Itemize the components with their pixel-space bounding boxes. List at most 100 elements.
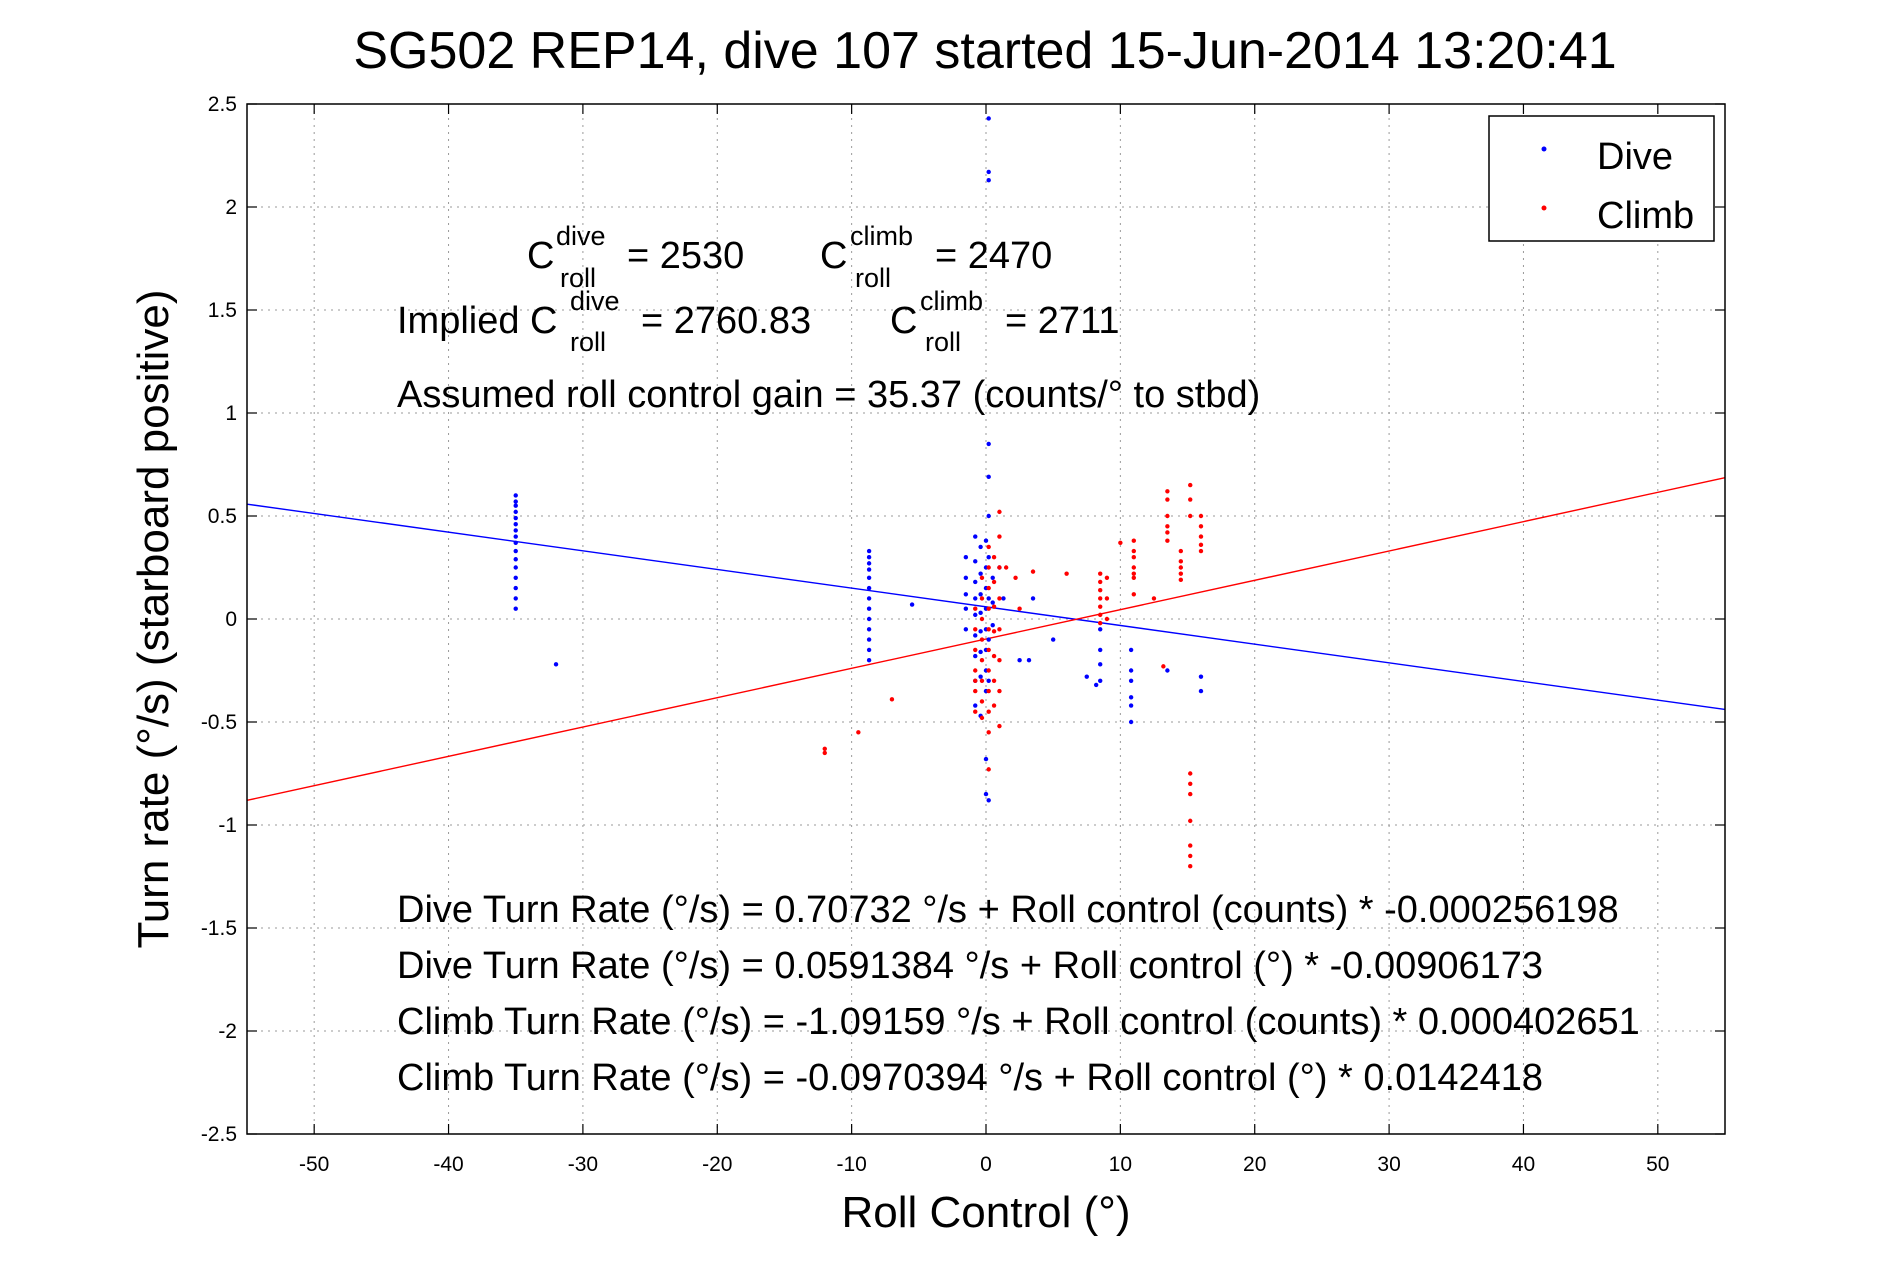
climb-point	[986, 668, 991, 673]
dive-point	[1017, 658, 1022, 663]
climb-point	[979, 699, 985, 704]
legend-label-dive: Dive	[1597, 136, 1673, 178]
c-dive-sub: roll	[560, 263, 596, 293]
c-dive-sup: dive	[556, 221, 606, 251]
implied-climb-sup: climb	[920, 286, 983, 316]
dive-point	[513, 548, 518, 554]
climb-point	[979, 596, 985, 601]
dive-point	[1001, 596, 1006, 601]
dive-point	[986, 116, 991, 121]
climb-point	[1178, 559, 1184, 564]
climb-point	[973, 678, 978, 683]
dive-point	[866, 575, 872, 580]
dive-point	[513, 522, 518, 527]
climb-point	[979, 637, 985, 642]
y-tick-label: -0.5	[201, 711, 237, 734]
climb-point	[1104, 596, 1110, 601]
legend: Dive Climb	[1488, 115, 1715, 242]
dive-point	[1198, 688, 1204, 694]
dive-point	[973, 653, 978, 659]
dive-point	[973, 579, 978, 585]
dive-point	[978, 592, 983, 597]
c-dive-symbol: C	[527, 235, 554, 277]
climb-point	[991, 653, 997, 659]
climb-point	[991, 555, 997, 560]
climb-point	[1098, 571, 1103, 576]
y-axis-label: Turn rate (°/s) (starboard positive)	[129, 289, 178, 948]
implied-dive-sup: dive	[570, 286, 620, 316]
dive-point	[909, 602, 915, 607]
climb-point	[1188, 771, 1193, 776]
dive-point	[983, 791, 989, 797]
climb-point	[1098, 596, 1103, 601]
climb-point	[1165, 513, 1170, 519]
dive-point	[990, 575, 995, 580]
dive-point	[513, 534, 518, 539]
y-tick-label: 1	[225, 402, 237, 425]
climb-point	[1165, 497, 1170, 502]
dive-point	[513, 493, 518, 498]
x-tick-label: -40	[433, 1153, 463, 1176]
dive-point	[866, 627, 872, 632]
dive-point	[513, 557, 518, 562]
climb-point	[822, 746, 827, 751]
climb-point	[1104, 616, 1110, 622]
dive-point	[513, 503, 518, 508]
dive-point	[866, 637, 872, 642]
c-dive-value: = 2530	[627, 235, 744, 277]
climb-point	[1165, 538, 1170, 543]
dive-point	[963, 555, 969, 560]
dive-point	[973, 534, 978, 539]
x-axis-label: Roll Control (°)	[842, 1188, 1131, 1237]
dive-point	[866, 561, 872, 566]
dive-point	[1098, 647, 1103, 653]
equation-climb-degrees: Climb Turn Rate (°/s) = -0.0970394 °/s +…	[397, 1057, 1543, 1099]
dive-point	[978, 674, 983, 679]
c-climb-sub: roll	[855, 263, 891, 293]
dive-point	[866, 596, 872, 601]
dive-point	[978, 571, 983, 576]
climb-point	[986, 565, 991, 570]
c-climb-value: = 2470	[935, 235, 1052, 277]
climb-point	[1017, 606, 1022, 611]
climb-point	[1188, 781, 1193, 786]
y-tick-label: 2	[225, 196, 237, 219]
y-tick-label: 0.5	[208, 505, 237, 528]
dive-point	[513, 585, 518, 591]
dive-point	[553, 662, 559, 667]
dive-point	[1084, 674, 1089, 679]
legend-box	[1488, 115, 1715, 242]
chart-title: SG502 REP14, dive 107 started 15-Jun-201…	[353, 22, 1616, 80]
dive-point	[513, 575, 518, 580]
x-tick-label: 20	[1243, 1153, 1266, 1176]
dive-point	[983, 538, 989, 543]
legend-marker-dive	[1541, 146, 1547, 152]
climb-point	[997, 534, 1002, 539]
climb-point	[997, 509, 1002, 515]
implied-dive-sub: roll	[570, 327, 606, 357]
climb-point	[979, 616, 985, 622]
dive-point	[963, 606, 969, 611]
dive-point	[1165, 668, 1170, 673]
dive-point	[1128, 678, 1134, 683]
climb-point	[856, 730, 861, 735]
climb-point	[1131, 538, 1137, 543]
climb-point	[997, 627, 1002, 632]
dive-point	[513, 596, 518, 601]
climb-point	[986, 647, 991, 653]
c-climb-symbol: C	[820, 235, 847, 277]
climb-point	[986, 688, 991, 694]
y-tick-label: -2	[218, 1020, 237, 1043]
dive-point	[973, 703, 978, 708]
x-tick-label: 10	[1109, 1153, 1132, 1176]
climb-point	[991, 629, 997, 634]
y-tick-label: -1.5	[201, 917, 237, 940]
dive-point	[866, 658, 872, 663]
dive-point	[866, 567, 872, 572]
dive-point	[1030, 596, 1036, 601]
climb-point	[1188, 818, 1193, 824]
climb-point	[1131, 575, 1137, 580]
climb-series	[822, 482, 1204, 869]
climb-point	[986, 585, 991, 591]
climb-point	[1098, 620, 1103, 626]
